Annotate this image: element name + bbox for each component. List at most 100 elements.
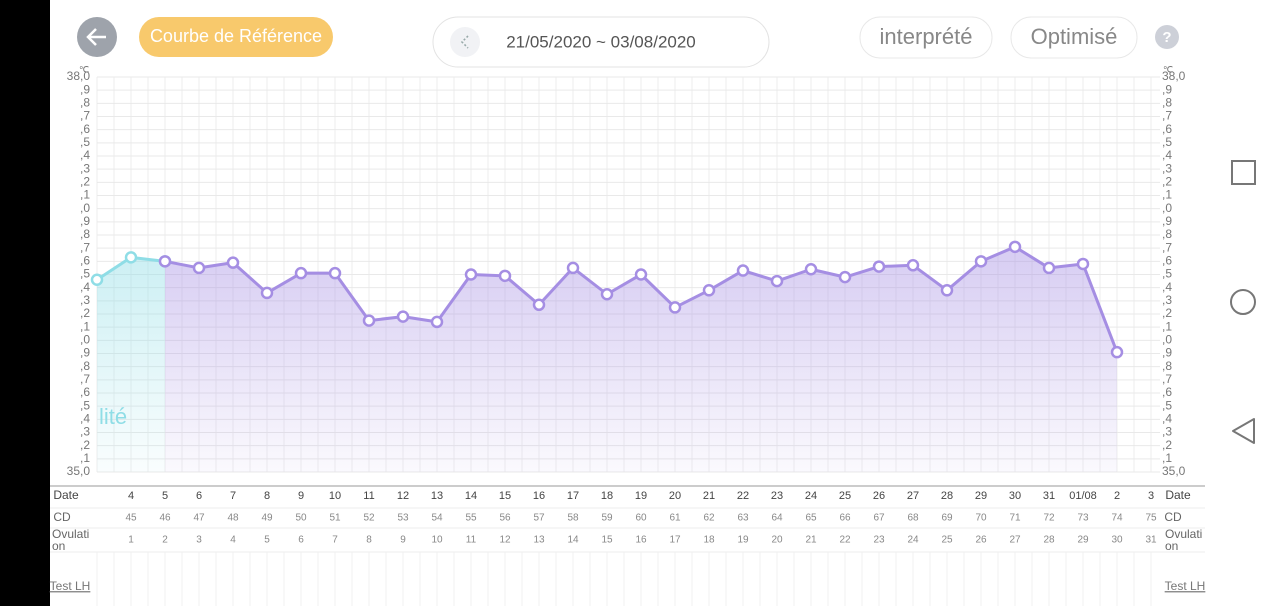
y2-tick-label: ,2 bbox=[1162, 175, 1172, 189]
y-tick-label: ,8 bbox=[80, 96, 90, 110]
y-tick-label: ,6 bbox=[80, 385, 90, 399]
y2-tick-label: ,5 bbox=[1162, 398, 1172, 412]
row-label: CD bbox=[1164, 510, 1182, 524]
x-tick-label: 12 bbox=[397, 490, 409, 502]
point bbox=[736, 264, 750, 277]
cd-label: 69 bbox=[941, 513, 953, 524]
y-tick-label: 38,0 bbox=[67, 69, 91, 83]
x-tick-label: 2 bbox=[1114, 490, 1120, 502]
y2-tick-label: ,1 bbox=[1162, 188, 1172, 202]
x-tick-label: 28 bbox=[941, 490, 953, 502]
y-tick-label: ,4 bbox=[80, 280, 90, 294]
date-range: 21/05/2020 ~ 03/08/2020 bbox=[506, 32, 696, 51]
row-label[interactable]: Test LH bbox=[50, 579, 91, 593]
y-tick-label: ,8 bbox=[80, 227, 90, 241]
nav-back[interactable] bbox=[1232, 418, 1255, 444]
y2-tick-label: ,3 bbox=[1162, 293, 1172, 307]
cd-label: 64 bbox=[771, 513, 783, 524]
help-button[interactable] bbox=[1155, 25, 1179, 49]
point bbox=[634, 268, 648, 281]
y2-tick-label: ,0 bbox=[1162, 333, 1172, 347]
y2-tick-label: ,5 bbox=[1162, 267, 1172, 281]
x-tick-label: 24 bbox=[805, 490, 817, 502]
ovulation-label: 23 bbox=[873, 535, 885, 546]
point bbox=[668, 301, 682, 314]
ovulation-label: 18 bbox=[703, 535, 715, 546]
cd-label: 46 bbox=[159, 513, 171, 524]
cd-label: 72 bbox=[1043, 513, 1055, 524]
x-tick-label: 7 bbox=[230, 490, 236, 502]
interpret-button[interactable] bbox=[859, 16, 993, 59]
ovulation-label: 30 bbox=[1111, 535, 1123, 546]
x-tick-label: 10 bbox=[329, 490, 341, 502]
unit: ℃ bbox=[79, 64, 89, 74]
point bbox=[1042, 261, 1056, 275]
point bbox=[1008, 240, 1022, 254]
row-label: Ovulation bbox=[52, 528, 90, 553]
ovulation-label: 3 bbox=[196, 535, 202, 546]
x-tick-label: 15 bbox=[499, 490, 511, 502]
ovulation-label: 13 bbox=[533, 535, 545, 546]
cd-label: 70 bbox=[975, 513, 987, 524]
y-tick-label: ,3 bbox=[80, 161, 90, 175]
y-tick-label: ,3 bbox=[80, 293, 90, 307]
y2-tick-label: ,0 bbox=[1162, 201, 1172, 215]
date-range-pill[interactable] bbox=[432, 16, 770, 68]
ovulation-label: 15 bbox=[601, 535, 613, 546]
x-tick-label: 31 bbox=[1043, 490, 1055, 502]
date-prev[interactable] bbox=[450, 27, 480, 57]
point bbox=[600, 288, 614, 301]
y-tick-label: ,1 bbox=[80, 319, 90, 333]
y-tick-label: ,7 bbox=[80, 109, 90, 123]
ovulation-label: 29 bbox=[1077, 535, 1089, 546]
ovulation-label: 6 bbox=[298, 535, 304, 546]
optimize-label: Optimisé bbox=[1031, 24, 1118, 49]
x-tick-label: 23 bbox=[771, 490, 783, 502]
y2-tick-label: ,3 bbox=[1162, 161, 1172, 175]
cd-label: 55 bbox=[465, 513, 477, 524]
y2-tick-label: ,6 bbox=[1162, 122, 1172, 136]
point bbox=[430, 315, 444, 329]
nav-home[interactable] bbox=[1230, 289, 1256, 315]
cd-label: 63 bbox=[737, 513, 749, 524]
row-label: Ovulation bbox=[1165, 528, 1203, 553]
reference-button[interactable] bbox=[139, 17, 333, 57]
y2-tick-label: ,4 bbox=[1162, 412, 1172, 426]
y2-tick-label: ,2 bbox=[1162, 438, 1172, 452]
x-tick-label: 22 bbox=[737, 490, 749, 502]
x-tick-label: 16 bbox=[533, 490, 545, 502]
ovulation-label: 16 bbox=[635, 535, 647, 546]
x-tick-label: 30 bbox=[1009, 490, 1021, 502]
cd-label: 53 bbox=[397, 513, 409, 524]
x-tick-label: 6 bbox=[196, 490, 202, 502]
cd-label: 66 bbox=[839, 513, 851, 524]
y-tick-label: ,6 bbox=[80, 254, 90, 268]
point bbox=[124, 251, 138, 264]
back-icon bbox=[86, 28, 106, 46]
ovulation-label: 7 bbox=[332, 535, 338, 546]
y-tick-label: ,0 bbox=[80, 333, 90, 347]
nav-recent[interactable] bbox=[1231, 160, 1256, 185]
unit: ℃ bbox=[1163, 64, 1173, 74]
point bbox=[294, 266, 308, 280]
y-tick-label: ,0 bbox=[80, 201, 90, 215]
cd-label: 58 bbox=[567, 513, 579, 524]
point bbox=[566, 261, 580, 275]
x-tick-label: 13 bbox=[431, 490, 443, 502]
y2-tick-label: ,7 bbox=[1162, 372, 1172, 386]
cd-label: 65 bbox=[805, 513, 817, 524]
y2-tick-label: ,1 bbox=[1162, 451, 1172, 465]
optimize-button[interactable] bbox=[1010, 16, 1138, 59]
y2-tick-label: ,8 bbox=[1162, 96, 1172, 110]
y2-tick-label: ,5 bbox=[1162, 135, 1172, 149]
x-tick-label: 9 bbox=[298, 490, 304, 502]
row-label[interactable]: Test LH bbox=[1165, 579, 1206, 593]
y2-tick-label: ,1 bbox=[1162, 319, 1172, 333]
point bbox=[940, 284, 954, 297]
y2-tick-label: ,6 bbox=[1162, 254, 1172, 268]
y-tick-label: ,5 bbox=[80, 267, 90, 281]
y2-tick-label: ,4 bbox=[1162, 148, 1172, 162]
point bbox=[90, 273, 104, 287]
cd-label: 52 bbox=[363, 513, 375, 524]
